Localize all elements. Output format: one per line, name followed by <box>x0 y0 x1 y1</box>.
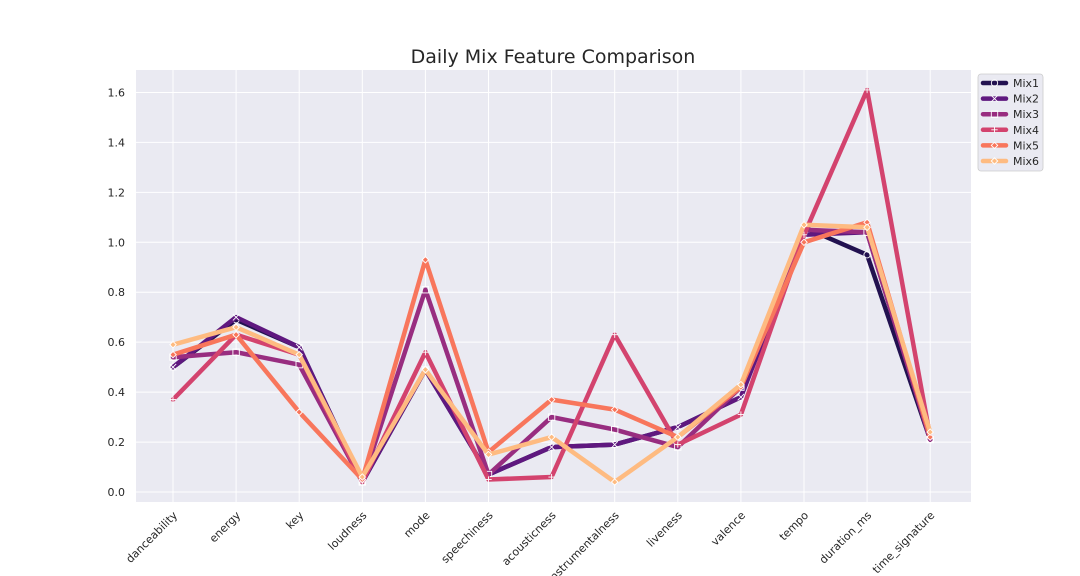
y-tick-label: 1.6 <box>108 86 126 99</box>
data-point <box>169 363 177 371</box>
data-point <box>295 408 304 416</box>
x-tick-label: danceability <box>123 509 180 566</box>
y-tick-label: 0.6 <box>108 336 126 349</box>
data-point <box>610 405 619 414</box>
data-point <box>737 393 745 401</box>
legend-item-mix5: Mix5 <box>980 139 1039 152</box>
series-group <box>169 86 935 486</box>
data-point <box>926 433 935 441</box>
data-point <box>421 365 430 374</box>
x-tick-label: loudness <box>326 509 370 553</box>
data-point <box>863 223 871 232</box>
data-point <box>547 395 556 404</box>
data-point <box>611 331 618 338</box>
data-point <box>485 476 492 483</box>
data-point <box>295 350 304 359</box>
x-tick-label: duration_ms <box>817 509 875 567</box>
y-tick-label: 0.4 <box>108 386 126 399</box>
data-point <box>232 330 240 339</box>
data-point <box>610 478 619 486</box>
x-tick-label: energy <box>207 509 244 546</box>
data-point <box>232 323 240 332</box>
legend-label: Mix1 <box>1013 77 1039 90</box>
grid <box>136 70 971 502</box>
y-axis-ticks: 0.0 0.2 0.4 0.6 0.8 1.0 1.2 1.4 1.6 <box>108 86 126 499</box>
data-point <box>169 396 177 403</box>
data-point <box>232 313 240 321</box>
y-tick-label: 1.4 <box>108 136 126 149</box>
legend-label: Mix5 <box>1013 139 1039 152</box>
legend-label: Mix6 <box>1013 155 1039 168</box>
x-tick-label: tempo <box>777 509 811 543</box>
data-point <box>611 425 619 434</box>
x-tick-label: time_signature <box>870 509 937 576</box>
data-point <box>926 428 935 436</box>
x-tick-label: key <box>284 509 307 532</box>
data-point <box>547 433 556 441</box>
legend-item-mix4: Mix4 <box>980 124 1039 137</box>
data-point <box>548 473 555 481</box>
data-point <box>800 238 808 247</box>
data-point <box>421 286 430 294</box>
y-tick-label: 1.2 <box>108 186 126 199</box>
data-point <box>169 340 177 349</box>
y-tick-label: 0.0 <box>108 486 126 499</box>
x-tick-label: valence <box>709 509 749 549</box>
data-point <box>674 441 681 448</box>
series-line <box>170 220 933 482</box>
data-point <box>673 433 682 441</box>
data-point <box>800 220 808 229</box>
data-point <box>421 255 430 264</box>
legend-label: Mix2 <box>1013 93 1039 106</box>
y-tick-label: 0.2 <box>108 436 126 449</box>
legend-label: Mix4 <box>1013 124 1039 137</box>
legend-item-mix2: Mix2 <box>980 93 1039 106</box>
data-point <box>295 343 303 351</box>
data-point <box>991 126 998 133</box>
data-point <box>422 348 429 356</box>
data-point <box>737 411 745 418</box>
data-point <box>547 413 556 421</box>
data-point <box>863 86 871 94</box>
x-axis-ticks: danceability energy key loudness mode speechi… <box>123 509 937 576</box>
data-point <box>990 157 999 165</box>
data-point <box>990 95 999 103</box>
data-point <box>990 110 999 118</box>
data-point <box>990 79 999 87</box>
x-tick-label: speechiness <box>439 509 496 566</box>
data-point <box>548 443 556 451</box>
legend-label: Mix3 <box>1013 108 1039 121</box>
series-mix6 <box>169 220 935 486</box>
data-point <box>232 348 240 356</box>
chart-title: Daily Mix Feature Comparison <box>411 46 696 68</box>
data-point <box>737 380 745 389</box>
legend-item-mix1: Mix1 <box>980 77 1039 90</box>
data-point <box>863 251 871 259</box>
x-tick-label: acousticness <box>499 509 558 568</box>
data-point <box>484 450 493 459</box>
data-point <box>611 441 619 449</box>
x-tick-label: mode <box>401 509 432 540</box>
y-tick-label: 1.0 <box>108 236 126 249</box>
legend-item-mix6: Mix6 <box>980 155 1039 168</box>
series-line <box>170 222 933 485</box>
data-point <box>990 141 999 150</box>
legend: Mix1 Mix2 Mix3 Mix4 Mix5 Mix6 <box>977 73 1044 172</box>
data-point <box>674 423 682 431</box>
data-point <box>358 473 367 481</box>
x-tick-label: liveness <box>644 509 685 550</box>
data-point <box>169 350 177 359</box>
y-tick-label: 0.8 <box>108 286 126 299</box>
legend-item-mix3: Mix3 <box>980 108 1039 121</box>
